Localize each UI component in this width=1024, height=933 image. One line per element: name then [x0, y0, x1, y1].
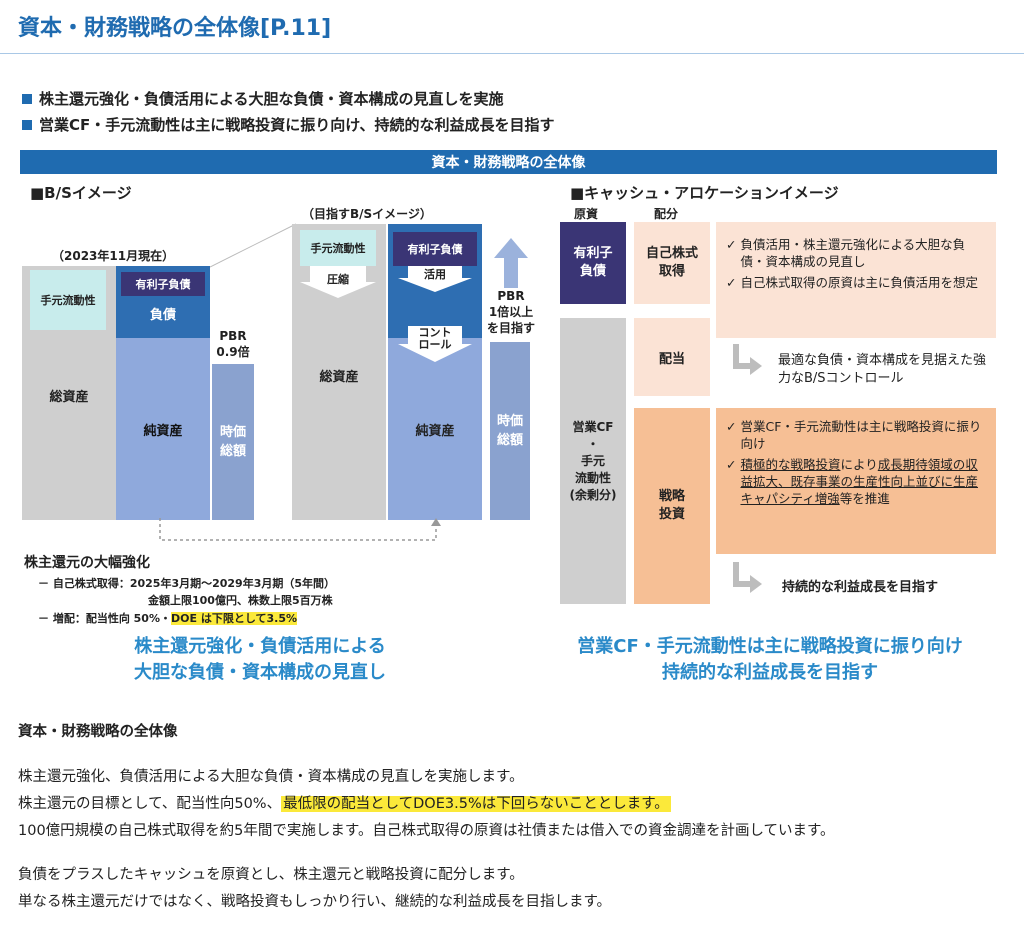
check-text-group: 積極的な戦略投資により成長期待領域の収益拡大、既存事業の生産性向上並びに生産キャ… — [740, 456, 986, 507]
shareholder-heading: 株主還元の大幅強化 — [24, 555, 150, 571]
check-item: ✓ 負債活用・株主還元強化による大胆な負債・資本構成の見直し — [726, 236, 986, 270]
check-item: ✓ 営業CF・手元流動性は主に戦略投資に振り向け — [726, 418, 986, 452]
utilize-label: 活用 — [424, 268, 446, 281]
body-paragraph: 単なる株主還元だけではなく、戦略投資もしっかり行い、継続的な利益成長を目指します… — [18, 894, 612, 910]
arrow-note-1: 最適な負債・資本構成を見据えた強力なB/Sコントロール — [778, 353, 987, 386]
compress-arrow-icon — [300, 266, 376, 298]
bullet-text: 営業CF・手元流動性は主に戦略投資に振り向け、持続的な利益成長を目指す — [39, 116, 555, 134]
buyback-line: － 自己株式取得：2025年3月期～2029年3月期（5年間） — [38, 577, 336, 590]
alloc-invest-block: 戦略 投資 — [634, 408, 710, 604]
current-date-label: （2023年11月現在） — [52, 249, 175, 263]
dotted-connector — [159, 518, 441, 541]
target-bs-label: （目指すB/Sイメージ） — [302, 207, 432, 221]
bs-heading: ■B/Sイメージ — [30, 184, 132, 202]
body-paragraph: 株主還元強化、負債活用による大胆な負債・資本構成の見直しを実施します。 — [18, 769, 524, 785]
target-cash-block: 手元流動性 — [300, 230, 376, 266]
check-icon: ✓ — [726, 419, 737, 434]
return-arrow-icon — [733, 562, 762, 593]
check-icon: ✓ — [726, 237, 737, 252]
bullet-item: 株主還元強化・負債活用による大胆な負債・資本構成の見直しを実施 — [22, 88, 504, 109]
bullet-text: 株主還元強化・負債活用による大胆な負債・資本構成の見直しを実施 — [39, 90, 504, 108]
dividend-line: － 増配：配当性向 50%・DOE は下限として3.5% — [38, 610, 298, 626]
check-text: 自己株式取得の原資は主に負債活用を想定 — [740, 275, 978, 290]
body-paragraph: 負債をプラスしたキャッシュを原資とし、株主還元と戦略投資に配分します。 — [18, 867, 524, 883]
target-equity-label: 純資産 — [415, 423, 455, 439]
figure-banner: 資本・財務戦略の全体像 — [20, 150, 997, 174]
body-heading: 資本・財務戦略の全体像 — [18, 724, 178, 740]
check-text: 負債活用・株主還元強化による大胆な負債・資本構成の見直し — [740, 237, 966, 269]
cash-block: 手元流動性 — [30, 270, 106, 330]
square-bullet-icon — [22, 119, 32, 130]
square-bullet-icon — [22, 93, 32, 104]
left-summary: 株主還元強化・負債活用による 大胆な負債・資本構成の見直し — [134, 636, 386, 683]
source-operating-block: 営業CF ・ 手元 流動性 (余剰分) — [560, 318, 626, 604]
pbr-current-label: PBR 0.9倍 — [216, 329, 250, 359]
return-arrow-icon — [733, 344, 762, 375]
underlined-text: 積極的な戦略投資 — [740, 457, 841, 472]
control-label-overlay: コント ロール — [418, 326, 452, 351]
target-market-cap-block: 時価 総額 — [490, 342, 530, 520]
check-text: により — [840, 457, 878, 472]
target-total-assets-label: 総資産 — [319, 369, 359, 385]
up-arrow-icon — [494, 238, 528, 288]
liabilities-label: 負債 — [149, 307, 176, 323]
source-debt-block: 有利子 負債 — [560, 222, 626, 304]
underlined-text: 成長期待領域の収益拡大、既存事業の生産性向上並びに生産キャパシティ増強 — [740, 457, 978, 506]
col-source-label: 原資 — [574, 207, 599, 221]
target-equity-block — [388, 338, 482, 520]
alloc-buyback-block: 自己株式 取得 — [634, 222, 710, 304]
connector-line — [210, 223, 297, 268]
highlighted-text: 最低限の配当としてDOE3.5%は下回らないこととします。 — [281, 796, 671, 812]
cash-alloc-heading: ■キャッシュ・アロケーションイメージ — [570, 184, 839, 202]
right-summary: 営業CF・手元流動性は主に戦略投資に振り向け 持続的な利益成長を目指す — [577, 636, 963, 683]
market-cap-block: 時価 総額 — [212, 364, 254, 520]
doe-highlight: DOE は下限として3.5% — [171, 612, 298, 625]
alloc-dividend-block: 配当 — [634, 318, 710, 396]
debt-tag: 有利子負債 — [121, 272, 205, 296]
bullet-item: 営業CF・手元流動性は主に戦略投資に振り向け、持続的な利益成長を目指す — [22, 114, 555, 135]
body-paragraph: 株主還元の目標として、配当性向50%、 最低限の配当としてDOE3.5%は下回らな… — [18, 792, 671, 813]
check-item: ✓ 積極的な戦略投資により成長期待領域の収益拡大、既存事業の生産性向上並びに生産… — [726, 456, 986, 507]
pbr-target-label: PBR 1倍以上 を目指す — [486, 289, 535, 335]
page-title: 資本・財務戦略の全体像[P.11] — [18, 16, 332, 41]
title-divider — [0, 53, 1024, 54]
dividend-line-text: － 増配：配当性向 50%・ — [38, 612, 171, 625]
col-alloc-label: 配分 — [654, 207, 679, 221]
check-item: ✓ 自己株式取得の原資は主に負債活用を想定 — [726, 274, 986, 291]
buyback-detail-box: ✓ 負債活用・株主還元強化による大胆な負債・資本構成の見直し ✓ 自己株式取得の… — [716, 222, 996, 338]
check-icon: ✓ — [726, 457, 737, 472]
invest-detail-box: ✓ 営業CF・手元流動性は主に戦略投資に振り向け ✓ 積極的な戦略投資により成長… — [716, 408, 996, 554]
target-debt-tag: 有利子負債 — [393, 232, 477, 266]
check-text: 営業CF・手元流動性は主に戦略投資に振り向け — [740, 419, 982, 451]
body-paragraph: 100億円規模の自己株式取得を約5年間で実施します。自己株式取得の原資は社債また… — [18, 823, 835, 839]
control-arrow-overlay-icon — [398, 326, 472, 362]
buyback-limit-line: 金額上限100億円、株数上限5百万株 — [148, 594, 333, 607]
check-text: 等を推進 — [839, 491, 890, 506]
check-icon: ✓ — [726, 275, 737, 290]
total-assets-label: 総資産 — [49, 389, 89, 405]
equity-block: 純資産 — [116, 338, 210, 520]
utilize-arrow-icon — [398, 266, 472, 292]
compress-label: 圧縮 — [327, 273, 349, 286]
arrow-note-2: 持続的な利益成長を目指す — [782, 580, 939, 595]
body-text: 株主還元の目標として、配当性向50%、 — [18, 796, 282, 812]
